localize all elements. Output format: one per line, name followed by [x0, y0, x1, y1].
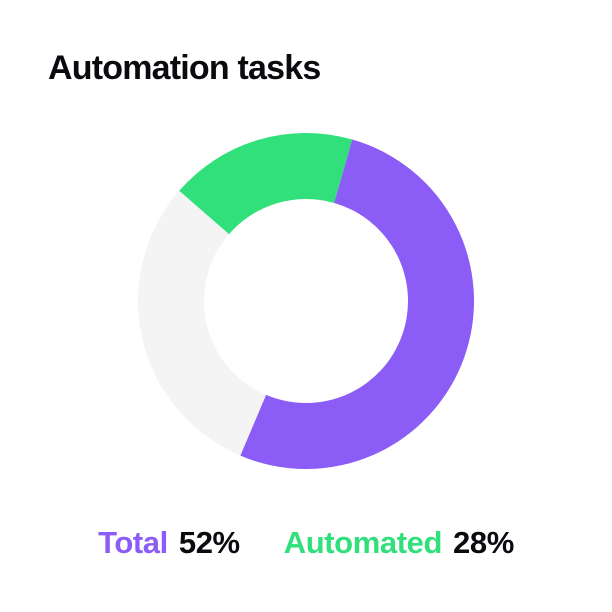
- legend-label-automated: Automated: [283, 525, 443, 560]
- legend-value-automated: 28%: [453, 525, 514, 560]
- donut-segment-automated: [179, 133, 353, 235]
- donut-segments: [138, 133, 474, 469]
- donut-chart: [138, 133, 474, 469]
- donut-segment-total: [240, 139, 474, 469]
- donut-chart-svg: [138, 133, 474, 469]
- chart-legend: Total 52% Automated 28%: [0, 524, 612, 562]
- legend-value-total: 52%: [178, 525, 240, 560]
- legend-label-total: Total: [98, 525, 168, 560]
- legend-item-automated: Automated 28%: [283, 524, 515, 562]
- donut-segment-remaining: [138, 190, 267, 456]
- page-title: Automation tasks: [48, 49, 321, 87]
- legend-item-total: Total 52%: [98, 524, 240, 562]
